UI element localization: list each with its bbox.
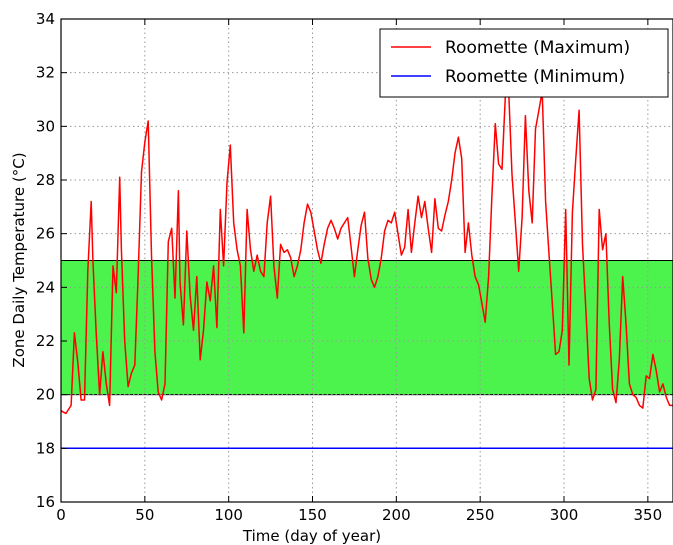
series-lines: [60, 90, 673, 450]
x-tick-label: 50: [135, 506, 154, 524]
y-tick-label: 34: [36, 10, 55, 28]
legend: Roomette (Maximum) Roomette (Minimum): [379, 28, 669, 98]
y-tick-label: 30: [36, 117, 55, 135]
y-axis-label: Zone Daily Temperature (°C): [10, 152, 28, 367]
y-tick-label: 18: [36, 439, 55, 457]
axis-ticks: 0 50 100 150 200 250 300 350 16 18 20 22 24 26 28 30 32 3…: [36, 10, 662, 524]
legend-box: [379, 28, 669, 98]
y-tick-label: 16: [36, 493, 55, 511]
x-tick-label: 100: [214, 506, 243, 524]
x-axis-label: Time (day of year): [242, 527, 381, 545]
legend-label-minimum: Roomette (Minimum): [445, 67, 625, 87]
series-line-maximum: [60, 90, 673, 415]
y-tick-label: 20: [36, 386, 55, 404]
y-tick-label: 24: [36, 278, 55, 296]
y-tick-label: 26: [36, 225, 55, 243]
x-tick-label: 300: [550, 506, 579, 524]
plot-frame: [60, 18, 673, 503]
y-tick-label: 22: [36, 332, 55, 350]
x-tick-label: 250: [466, 506, 495, 524]
x-tick-label: 150: [298, 506, 327, 524]
legend-label-maximum: Roomette (Maximum): [445, 38, 630, 58]
x-tick-label: 350: [634, 506, 663, 524]
x-tick-label: 200: [382, 506, 411, 524]
y-tick-label: 32: [36, 64, 55, 82]
x-tick-label: 0: [56, 506, 66, 524]
y-tick-label: 28: [36, 171, 55, 189]
